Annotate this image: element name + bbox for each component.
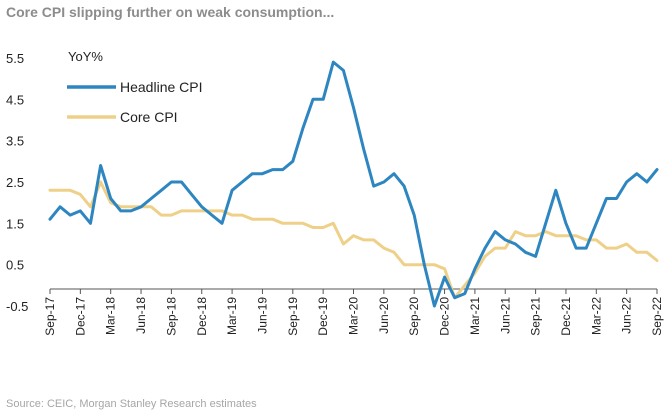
x-tick-label: Jun-19 [255,297,269,334]
x-tick-label: Mar-19 [225,297,239,335]
y-tick-label: 2.5 [6,175,24,190]
x-tick-label: Jun-21 [498,297,512,334]
y-tick-label: 0.5 [6,258,24,273]
x-tick-label: Sep-20 [407,297,421,336]
x-tick-label: Sep-22 [650,297,664,336]
x-tick-label: Dec-19 [316,297,330,336]
x-tick-label: Mar-20 [347,297,361,335]
y-tick-label: 5.5 [6,51,24,66]
series-group [48,60,659,308]
x-tick-label: Mar-18 [104,297,118,335]
series-line-core-cpi [48,180,659,300]
x-tick-label: Jun-20 [377,297,391,334]
y-unit-label: YoY% [68,49,103,64]
x-tick-label: Sep-21 [529,297,543,336]
y-tick-label: 1.5 [6,216,24,231]
y-axis-ticks: 5.5 4.5 3.5 2.5 1.5 0.5 -0.5 [6,51,28,314]
legend-label-core-cpi: Core CPI [120,109,178,125]
y-tick-label: 3.5 [6,134,24,149]
x-tick-label: Dec-17 [73,297,87,336]
x-tick-label: Dec-20 [438,297,452,336]
x-tick-label: Dec-18 [195,297,209,336]
y-tick-label: 4.5 [6,92,24,107]
chart-title: Core CPI slipping further on weak consum… [6,4,335,20]
x-tick-label: Jun-18 [134,297,148,334]
x-tick-label: Sep-19 [286,297,300,336]
x-tick-label: Mar-21 [468,297,482,335]
x-axis-ticks: Sep-17 Dec-17 Mar-18 Jun-18 Sep-18 Dec-18 Mar-… [43,289,664,336]
legend-label-headline-cpi: Headline CPI [120,79,203,95]
x-tick-label: Jun-22 [620,297,634,334]
legend: Headline CPI Core CPI [67,79,203,125]
x-tick-label: Sep-17 [43,297,57,336]
x-tick-label: Dec-21 [559,297,573,336]
series-line-headline-cpi [48,60,659,308]
x-tick-label: Mar-22 [589,297,603,335]
line-chart: 5.5 4.5 3.5 2.5 1.5 0.5 -0.5 Sep-17 Dec-17 Mar-1… [6,49,664,336]
x-tick-label: Sep-18 [164,297,178,336]
y-tick-label: -0.5 [6,299,28,314]
source-note: Source: CEIC, Morgan Stanley Research es… [6,398,257,410]
